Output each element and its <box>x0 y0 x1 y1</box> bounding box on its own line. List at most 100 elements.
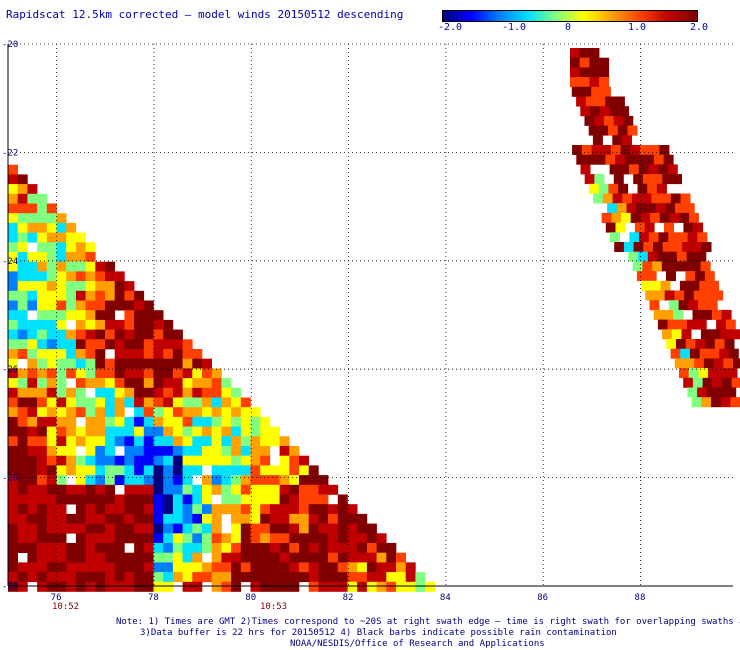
data-cell <box>56 222 67 233</box>
data-cell <box>260 504 271 515</box>
data-cell <box>143 455 154 466</box>
data-cell <box>668 232 679 243</box>
data-cell <box>667 319 678 330</box>
data-cell <box>202 562 212 573</box>
data-cell <box>66 455 77 466</box>
data-cell <box>611 212 622 223</box>
data-cell <box>279 523 290 534</box>
data-cell <box>46 339 57 350</box>
data-cell <box>163 339 174 350</box>
data-cell <box>66 484 77 495</box>
data-cell <box>134 494 145 505</box>
data-cell <box>202 455 212 466</box>
data-cell <box>153 329 164 340</box>
data-cell <box>240 504 251 515</box>
data-cell <box>269 484 280 495</box>
data-cell <box>37 543 48 553</box>
data-cell <box>637 183 648 194</box>
data-cell <box>589 183 599 194</box>
colorbar-label: -2.0 <box>438 22 463 33</box>
data-cell <box>231 407 242 418</box>
data-cell <box>153 378 164 389</box>
data-cell <box>95 387 106 398</box>
data-cell <box>17 513 28 524</box>
data-cell <box>17 416 28 427</box>
data-cell <box>114 300 125 311</box>
data-cell <box>85 349 96 359</box>
data-cell <box>626 203 637 214</box>
data-cell <box>37 484 48 495</box>
data-cell <box>653 309 664 320</box>
data-cell <box>114 339 125 350</box>
data-cell <box>75 232 86 243</box>
data-cell <box>708 368 719 379</box>
data-cell <box>105 436 115 447</box>
data-cell <box>182 358 193 369</box>
data-cell <box>231 455 242 466</box>
data-cell <box>240 484 251 495</box>
data-cell <box>37 329 48 340</box>
data-cell <box>211 475 222 486</box>
x-tick-label: 80 <box>245 593 256 603</box>
data-cell <box>8 193 18 204</box>
data-cell <box>250 475 261 486</box>
data-cell <box>85 281 96 292</box>
data-cell <box>27 184 38 195</box>
data-cell <box>37 310 48 321</box>
data-cell <box>46 358 57 369</box>
data-cell <box>240 426 251 437</box>
data-cell <box>46 465 57 476</box>
data-cell <box>95 349 106 359</box>
data-cell <box>674 290 685 301</box>
data-cell <box>95 533 106 544</box>
data-cell <box>221 426 232 437</box>
data-cell <box>75 378 86 389</box>
data-cell <box>415 572 426 583</box>
data-cell <box>192 378 203 389</box>
data-cell <box>8 465 18 476</box>
data-cell <box>318 572 329 583</box>
data-cell <box>114 572 125 583</box>
data-cell <box>684 203 695 214</box>
data-cell <box>211 426 222 437</box>
data-cell <box>37 319 48 330</box>
data-cell <box>143 572 154 583</box>
data-cell <box>221 407 232 418</box>
data-cell <box>124 494 135 505</box>
data-cell <box>85 475 96 486</box>
data-cell <box>114 455 125 466</box>
data-cell <box>182 475 193 486</box>
data-cell <box>202 484 212 495</box>
data-cell <box>661 261 672 272</box>
data-cell <box>105 533 115 544</box>
data-cell <box>415 581 426 592</box>
data-cell <box>240 533 251 544</box>
data-cell <box>182 562 193 573</box>
data-cell <box>240 572 251 583</box>
data-cell <box>124 349 135 359</box>
data-cell <box>163 349 174 359</box>
data-cell <box>723 358 734 369</box>
data-cell <box>85 416 96 427</box>
data-cell <box>163 572 174 583</box>
data-cell <box>163 329 174 340</box>
data-cell <box>37 213 48 224</box>
data-cell <box>231 523 242 534</box>
data-cell <box>56 552 67 563</box>
data-cell <box>56 358 67 369</box>
data-cell <box>27 378 38 389</box>
data-cell <box>221 484 232 495</box>
data-cell <box>27 407 38 418</box>
data-cell <box>269 513 280 524</box>
data-cell <box>584 115 595 126</box>
data-cell <box>46 552 57 563</box>
data-cell <box>75 543 86 553</box>
note-line-3: NOAA/NESDIS/Office of Research and Appli… <box>290 639 545 649</box>
data-cell <box>720 397 731 408</box>
data-cell <box>396 572 406 583</box>
data-cell <box>17 300 28 311</box>
data-cell <box>46 407 57 418</box>
data-cell <box>279 436 290 447</box>
data-cell <box>202 523 212 534</box>
data-cell <box>679 368 689 379</box>
